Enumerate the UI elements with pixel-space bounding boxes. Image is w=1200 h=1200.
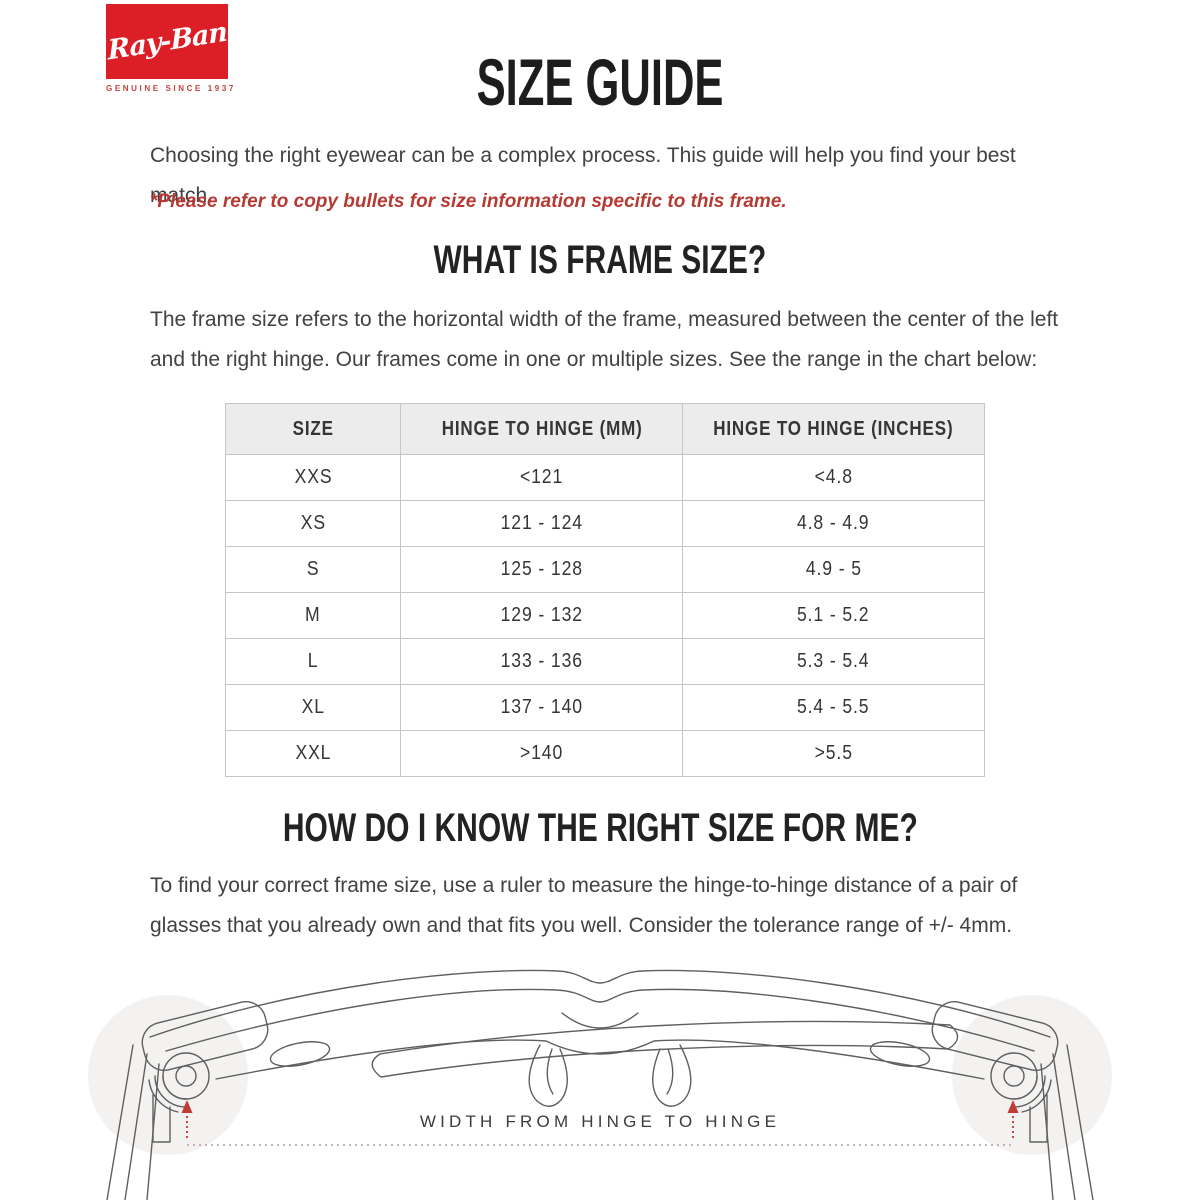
size-table-header: SIZE HINGE TO HINGE (MM) HINGE TO HINGE … xyxy=(224,403,985,455)
intro-text: Choosing the right eyewear can be a comp… xyxy=(150,144,1016,207)
frame-size-heading: WHAT IS FRAME SIZE? xyxy=(433,238,767,282)
table-row: S 125 - 128 4.9 - 5 xyxy=(224,546,985,593)
table-cell: 133 - 136 xyxy=(400,638,684,685)
table-cell: 5.1 - 5.2 xyxy=(682,592,985,639)
left-nose-pad xyxy=(528,1044,568,1107)
table-row: XXL >140 >5.5 xyxy=(224,730,985,777)
size-table: SIZE HINGE TO HINGE (MM) HINGE TO HINGE … xyxy=(224,403,985,777)
table-cell: XL xyxy=(224,684,402,731)
table-cell: M xyxy=(224,592,402,639)
measure-label: WIDTH FROM HINGE TO HINGE xyxy=(420,1112,780,1131)
right-hinge-halo xyxy=(952,995,1112,1155)
size-table-body: XXS <121 <4.8 XS 121 - 124 4.8 - 4.9 S 125 - 12… xyxy=(224,454,985,777)
right-measure-arrow xyxy=(1007,1100,1019,1113)
left-hinge-halo xyxy=(88,995,248,1155)
table-cell: 137 - 140 xyxy=(400,684,684,731)
table-cell: >5.5 xyxy=(682,730,985,777)
table-cell: 4.9 - 5 xyxy=(682,546,985,593)
glasses-top-view-illustration: WIDTH FROM HINGE TO HINGE xyxy=(88,969,1112,1200)
column-header-size: SIZE xyxy=(224,403,402,455)
table-cell: XXS xyxy=(224,454,402,501)
glasses-outline xyxy=(106,969,1094,1200)
left-temple xyxy=(106,1044,134,1200)
column-header-inches: HINGE TO HINGE (INCHES) xyxy=(682,403,985,455)
table-cell: XS xyxy=(224,500,402,547)
size-table-grid: SIZE HINGE TO HINGE (MM) HINGE TO HINGE … xyxy=(224,403,985,777)
table-cell: 121 - 124 xyxy=(400,500,684,547)
table-row: M 129 - 132 5.1 - 5.2 xyxy=(224,592,985,639)
table-row: XL 137 - 140 5.4 - 5.5 xyxy=(224,684,985,731)
right-endpiece xyxy=(931,1001,1059,1071)
frame-size-body: The frame size refers to the horizontal … xyxy=(150,308,1059,371)
table-cell: 4.8 - 4.9 xyxy=(682,500,985,547)
rayban-logo-box: Ray-Ban xyxy=(106,4,228,79)
table-cell: >140 xyxy=(400,730,684,777)
table-row: XXS <121 <4.8 xyxy=(224,454,985,501)
hinge-width-diagram: WIDTH FROM HINGE TO HINGE xyxy=(0,955,1200,1200)
table-cell: S xyxy=(224,546,402,593)
table-cell: 125 - 128 xyxy=(400,546,684,593)
table-cell: <4.8 xyxy=(682,454,985,501)
right-nose-pad xyxy=(652,1044,692,1107)
right-size-body: To find your correct frame size, use a r… xyxy=(150,874,1018,937)
brand-logo: Ray-Ban GENUINE SINCE 1937 xyxy=(106,4,236,93)
table-cell: 129 - 132 xyxy=(400,592,684,639)
logo-tagline: GENUINE SINCE 1937 xyxy=(106,84,236,93)
page-title: SIZE GUIDE xyxy=(476,45,724,119)
header-row: SIZE HINGE TO HINGE (MM) HINGE TO HINGE … xyxy=(224,403,985,455)
right-temple xyxy=(1066,1044,1094,1200)
table-row: L 133 - 136 5.3 - 5.4 xyxy=(224,638,985,685)
table-cell: 5.4 - 5.5 xyxy=(682,684,985,731)
right-size-heading: HOW DO I KNOW THE RIGHT SIZE FOR ME? xyxy=(282,806,918,850)
column-header-mm: HINGE TO HINGE (MM) xyxy=(400,403,684,455)
table-row: XS 121 - 124 4.8 - 4.9 xyxy=(224,500,985,547)
table-cell: <121 xyxy=(400,454,684,501)
table-cell: 5.3 - 5.4 xyxy=(682,638,985,685)
left-measure-arrow xyxy=(181,1100,193,1113)
table-cell: L xyxy=(224,638,402,685)
table-cell: XXL xyxy=(224,730,402,777)
size-note-text: *Please refer to copy bullets for size i… xyxy=(150,191,787,212)
left-endpiece xyxy=(141,1001,269,1071)
